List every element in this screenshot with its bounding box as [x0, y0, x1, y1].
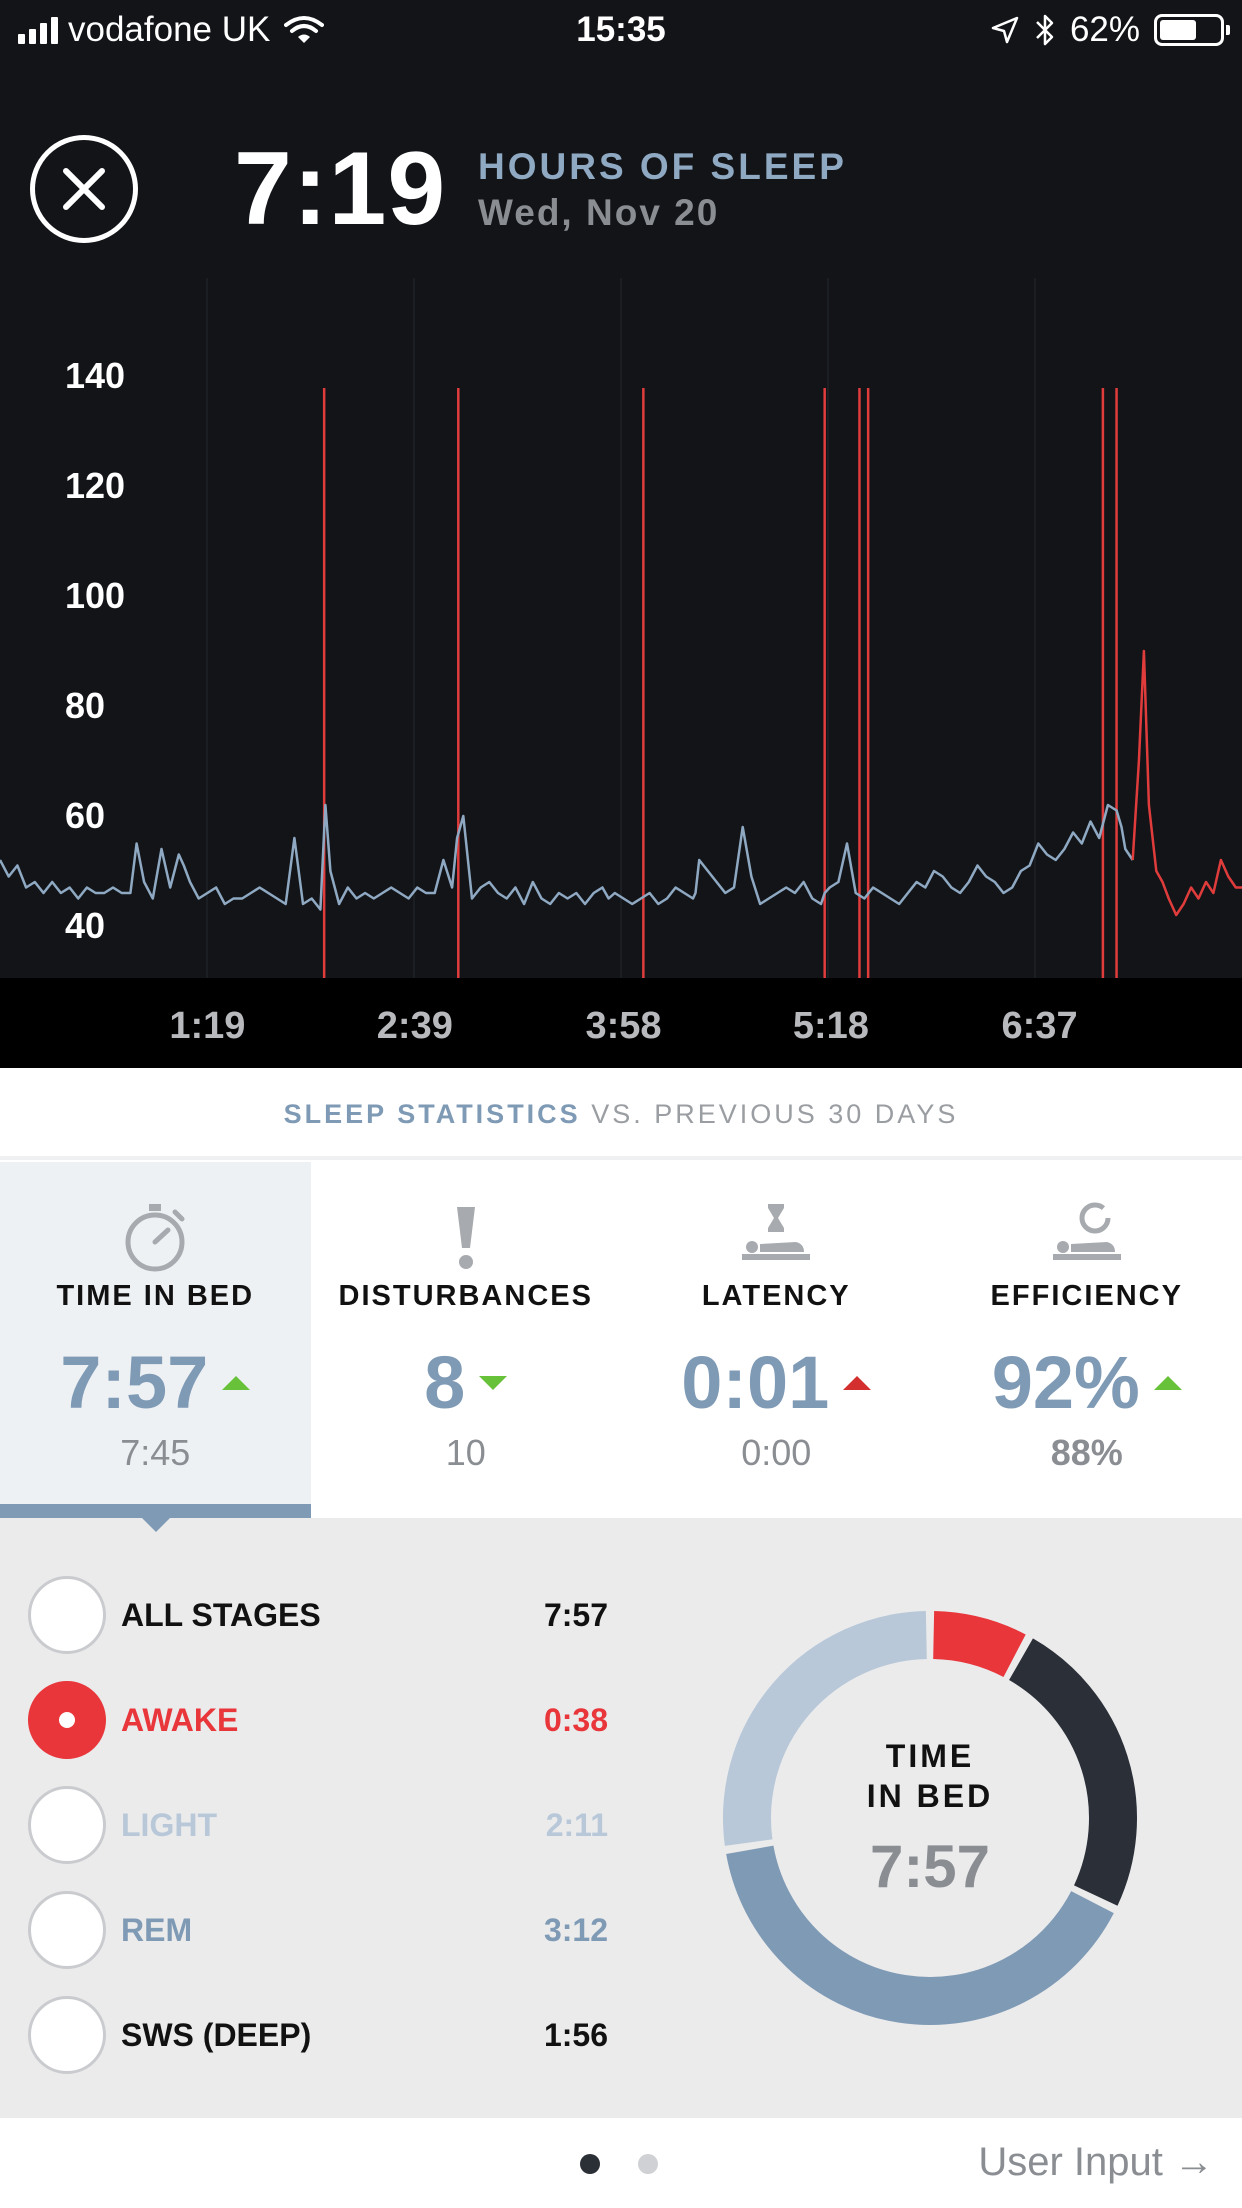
trend-up-icon [222, 1375, 251, 1390]
stage-time: 1:56 [543, 2016, 608, 2053]
stage-time: 7:57 [543, 1596, 608, 1633]
battery-percent: 62% [1069, 10, 1140, 49]
stage-row-light[interactable]: LIGHT 2:11 [28, 1785, 608, 1865]
tile-previous-value: 10 [445, 1432, 486, 1473]
status-right: 62% [990, 10, 1230, 50]
stage-radio[interactable] [28, 1891, 106, 1969]
donut-label-line2: IN BED [866, 1778, 994, 1814]
tile-value: 7:57 [60, 1341, 209, 1424]
x-tick-label: 3:58 [585, 1005, 661, 1047]
stage-name: ALL STAGES [121, 1596, 321, 1633]
stage-row-all[interactable]: ALL STAGES 7:57 [28, 1575, 608, 1655]
user-input-link[interactable]: User Input → [978, 2140, 1214, 2184]
stage-name: AWAKE [121, 1701, 239, 1738]
stage-time: 3:12 [543, 1911, 608, 1948]
sleep-statistics-label: SLEEP STATISTICS [283, 1099, 581, 1129]
close-button[interactable] [30, 135, 138, 243]
x-tick-label: 1:19 [169, 1005, 245, 1047]
stage-name: REM [121, 1911, 193, 1948]
location-arrow-icon [991, 16, 1019, 44]
y-tick-label: 60 [65, 795, 105, 836]
tile-label: EFFICIENCY [990, 1280, 1183, 1312]
stopwatch-icon [125, 1203, 185, 1271]
donut-center [773, 1661, 1087, 1975]
battery-icon [1154, 14, 1230, 46]
stage-row-rem[interactable]: REM 3:12 [28, 1890, 608, 1970]
donut-segment-awake [932, 1611, 1026, 1678]
stage-time: 0:38 [543, 1701, 608, 1738]
stage-name: LIGHT [121, 1806, 217, 1843]
page-indicator[interactable] [580, 2154, 658, 2174]
tile-value: 92% [991, 1341, 1140, 1424]
trend-up-icon [1153, 1375, 1182, 1390]
y-tick-label: 40 [65, 905, 105, 946]
tile-latency[interactable]: LATENCY 0:01 0:00 [621, 1162, 932, 1518]
trend-down-icon [479, 1375, 508, 1390]
selected-tile-indicator [140, 1516, 172, 1532]
stage-radio[interactable] [28, 1576, 106, 1654]
stage-row-deep[interactable]: SWS (DEEP) 1:56 [28, 1995, 608, 2075]
cellular-signal-icon [18, 16, 58, 44]
heart-rate-chart[interactable]: 140 120 100 80 60 40 [0, 258, 1242, 978]
tile-value: 8 [424, 1341, 466, 1424]
tile-label: LATENCY [701, 1280, 851, 1312]
stage-radio[interactable] [28, 1786, 106, 1864]
stage-row-awake[interactable]: AWAKE 0:38 [28, 1680, 608, 1760]
donut-segment-rem [726, 1845, 1114, 2025]
hours-of-sleep-value: 7:19 [234, 131, 447, 247]
tile-value: 0:01 [681, 1341, 830, 1424]
tile-previous-value: 7:45 [120, 1432, 191, 1473]
bluetooth-icon [1036, 14, 1054, 46]
donut-segment-sws-deep [1008, 1638, 1137, 1906]
time-axis: 1:19 2:39 3:58 5:18 6:37 [0, 978, 1242, 1068]
y-tick-label: 140 [65, 355, 125, 396]
y-tick-label: 120 [65, 465, 125, 506]
page-dot[interactable] [638, 2154, 658, 2174]
status-time: 15:35 [576, 10, 666, 49]
heart-rate-awake-line [1131, 649, 1242, 917]
heart-rate-line [0, 803, 1134, 911]
battery-fill [1160, 20, 1196, 40]
stage-radio-selected[interactable] [28, 1681, 106, 1759]
sleep-statistics-header: SLEEP STATISTICS VS. PREVIOUS 30 DAYS [0, 1068, 1242, 1160]
tile-time-in-bed[interactable]: TIME IN BED 7:57 7:45 [0, 1162, 311, 1518]
tile-previous-value: 0:00 [741, 1432, 812, 1473]
tile-label: TIME IN BED [56, 1280, 255, 1312]
wifi-icon [284, 16, 325, 43]
stage-radio[interactable] [28, 1996, 106, 2074]
statistics-tiles: TIME IN BED 7:57 7:45 DISTURBANCES 8 10 [0, 1162, 1242, 1518]
tile-label: DISTURBANCES [338, 1280, 593, 1312]
x-tick-label: 2:39 [377, 1005, 453, 1047]
y-tick-label: 100 [65, 575, 125, 616]
trend-up-icon [843, 1375, 872, 1390]
status-bar: vodafone UK 15:35 62% [0, 0, 1242, 64]
donut-label-line1: TIME [885, 1738, 975, 1774]
time-axis-svg: 1:19 2:39 3:58 5:18 6:37 [169, 1005, 1078, 1047]
circle-bed-icon [1052, 1202, 1121, 1260]
tile-efficiency[interactable]: EFFICIENCY 92% 88% [932, 1162, 1242, 1518]
stage-name: SWS (DEEP) [121, 2016, 312, 2053]
time-in-bed-donut [723, 1611, 1137, 2025]
x-tick-label: 6:37 [1002, 1005, 1078, 1047]
tile-disturbances[interactable]: DISTURBANCES 8 10 [311, 1162, 622, 1518]
exclamation-icon [456, 1207, 475, 1269]
sleep-date: Wed, Nov 20 [478, 192, 720, 233]
close-icon [63, 168, 105, 210]
footer: User Input → [0, 2118, 1242, 2208]
x-tick-label: 5:18 [793, 1005, 869, 1047]
y-tick-label: 80 [65, 685, 105, 726]
hours-of-sleep-label: HOURS OF SLEEP [478, 146, 847, 187]
donut-segment-light [723, 1611, 928, 1846]
tile-previous-value: 88% [1050, 1432, 1123, 1473]
hourglass-bed-icon [742, 1203, 811, 1260]
carrier-name: vodafone UK [68, 10, 271, 49]
status-left: vodafone UK [18, 10, 325, 50]
comparison-period-label: VS. PREVIOUS 30 DAYS [591, 1099, 959, 1129]
donut-label: TIME IN BED [780, 1736, 1080, 1816]
sleep-summary-header: vodafone UK 15:35 62% 7:19 HOURS O [0, 0, 1242, 1068]
page-dot-active[interactable] [580, 2154, 600, 2174]
stage-time: 2:11 [545, 1806, 608, 1843]
heart-rate-chart-svg: 140 120 100 80 60 40 [0, 258, 1242, 978]
donut-value: 7:57 [869, 1833, 991, 1900]
